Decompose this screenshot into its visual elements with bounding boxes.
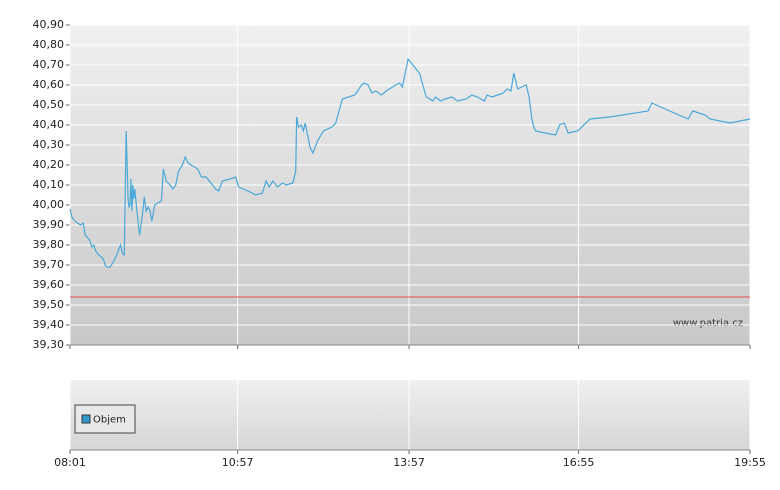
- watermark: www.patria.cz: [673, 318, 743, 329]
- y-tick-label: 39,90: [33, 218, 65, 231]
- y-tick-label: 40,20: [33, 158, 65, 171]
- y-tick-label: 39,60: [33, 278, 65, 291]
- y-tick-label: 40,30: [33, 138, 65, 151]
- y-tick-label: 39,30: [33, 338, 65, 351]
- y-tick-label: 40,60: [33, 78, 65, 91]
- y-tick-label: 40,00: [33, 198, 65, 211]
- volume-panel: [70, 380, 750, 450]
- x-tick-label: 13:57: [393, 456, 425, 469]
- x-tick-label: 08:01: [54, 456, 86, 469]
- y-tick-label: 40,50: [33, 98, 65, 111]
- y-tick-label: 40,40: [33, 118, 65, 131]
- legend-swatch: [81, 414, 91, 424]
- y-tick-label: 39,80: [33, 238, 65, 251]
- y-tick-label: 39,70: [33, 258, 65, 271]
- y-tick-label: 40,10: [33, 178, 65, 191]
- x-tick-label: 19:55: [734, 456, 766, 469]
- x-tick-label: 10:57: [222, 456, 254, 469]
- price-line: [69, 57, 751, 268]
- y-tick-label: 40,80: [33, 38, 65, 51]
- legend-label: Objem: [93, 415, 126, 426]
- x-tick-label: 16:55: [563, 456, 595, 469]
- y-tick-label: 39,40: [33, 318, 65, 331]
- y-tick-label: 40,70: [33, 58, 65, 71]
- y-tick-label: 39,50: [33, 298, 65, 311]
- y-tick-label: 40,90: [33, 18, 65, 31]
